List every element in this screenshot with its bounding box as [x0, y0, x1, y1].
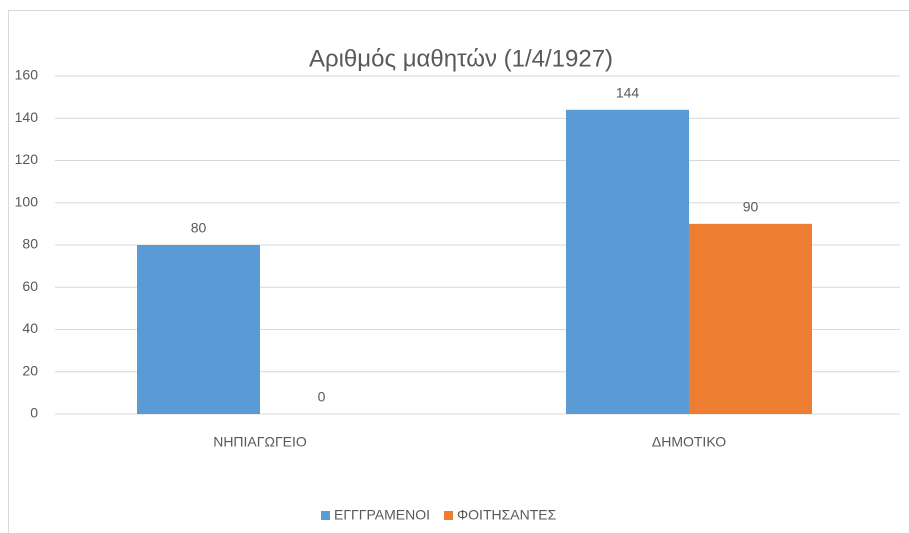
data-label: 80 — [191, 220, 207, 236]
bar — [566, 109, 689, 415]
y-tick-label: 100 — [15, 193, 39, 209]
legend-label: ΕΓΓΓΡΑΜΕΝΟΙ — [334, 507, 430, 523]
chart-title: Αριθμός μαθητών (1/4/1927) — [309, 45, 613, 72]
x-tick-label: ΔΗΜΟΤΙΚΟ — [652, 434, 726, 450]
data-label: 144 — [616, 85, 640, 101]
y-tick-label: 160 — [15, 67, 39, 83]
legend-label: ΦΟΙΤΗΣΑΝΤΕΣ — [457, 507, 557, 523]
y-tick-label: 60 — [22, 278, 38, 294]
y-tick-label: 80 — [22, 236, 38, 252]
data-label: 0 — [318, 389, 326, 405]
legend-swatch — [321, 511, 330, 520]
y-tick-label: 120 — [15, 151, 39, 167]
y-tick-label: 0 — [30, 405, 38, 421]
bar — [137, 245, 260, 414]
y-tick-label: 20 — [22, 362, 38, 378]
legend-swatch — [444, 511, 453, 520]
bar — [689, 223, 812, 414]
y-tick-label: 140 — [15, 109, 39, 125]
x-tick-label: ΝΗΠΙΑΓΩΓΕΙΟ — [213, 434, 307, 450]
data-label: 90 — [743, 199, 759, 215]
chart-border — [8, 10, 909, 533]
y-tick-label: 40 — [22, 320, 38, 336]
